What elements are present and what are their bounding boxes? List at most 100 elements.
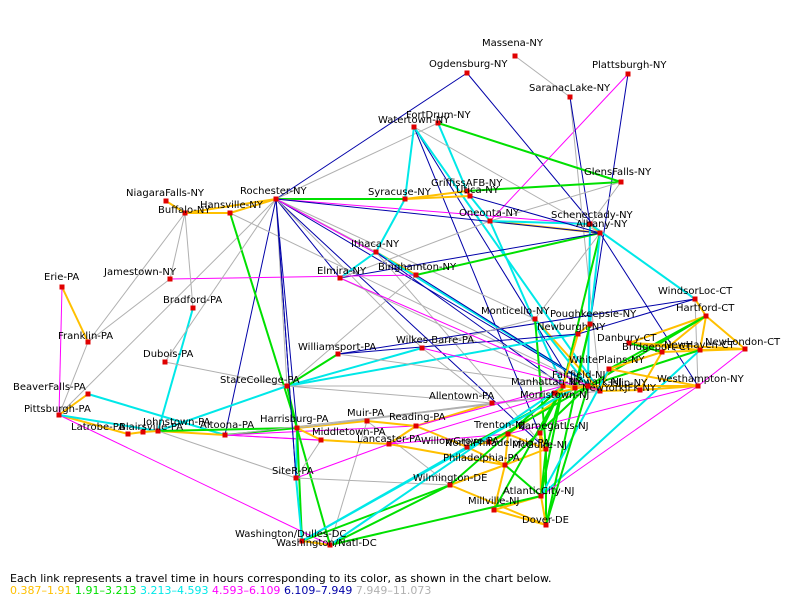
- node-oneonta[interactable]: Oneonta-NY: [459, 208, 520, 224]
- node-williamsport[interactable]: Williamsport-PA: [298, 342, 376, 357]
- node-statecollege[interactable]: StateCollege-PA: [220, 375, 300, 389]
- node-saranac[interactable]: SaranacLake-NY: [529, 83, 611, 100]
- node-bridgeport[interactable]: Bridgeport-CT: [622, 342, 693, 355]
- node-marker[interactable]: [637, 387, 643, 393]
- node-marker[interactable]: [487, 218, 493, 224]
- node-marker[interactable]: [464, 70, 470, 76]
- node-marker[interactable]: [59, 284, 65, 290]
- node-marker[interactable]: [56, 412, 62, 418]
- node-wilmington[interactable]: Wilmington-DE: [413, 473, 487, 488]
- node-marker[interactable]: [155, 428, 161, 434]
- node-lancaster[interactable]: Lancaster-PA: [357, 434, 421, 447]
- node-buffalo[interactable]: Buffalo-NY: [158, 205, 211, 216]
- node-nyc2[interactable]: Newark-NJ: [570, 377, 622, 391]
- node-marker[interactable]: [695, 383, 701, 389]
- node-marker[interactable]: [140, 429, 146, 435]
- node-altoona[interactable]: Altoona-PA: [200, 420, 254, 438]
- node-marker[interactable]: [167, 276, 173, 282]
- node-marker[interactable]: [692, 296, 698, 302]
- node-marker[interactable]: [587, 321, 593, 327]
- node-marker[interactable]: [597, 230, 603, 236]
- node-marker[interactable]: [512, 53, 518, 59]
- node-marker[interactable]: [537, 430, 543, 436]
- node-middletown[interactable]: Middletown-PA: [312, 427, 386, 443]
- node-massena[interactable]: Massena-NY: [482, 38, 544, 59]
- node-marker[interactable]: [489, 400, 495, 406]
- node-nyc1[interactable]: Manhattan-NY: [511, 377, 583, 389]
- node-mcguire[interactable]: McGuire-NJ: [512, 440, 567, 452]
- node-marker[interactable]: [464, 444, 470, 450]
- node-marker[interactable]: [284, 383, 290, 389]
- node-pittsburgh[interactable]: Pittsburgh-PA: [24, 404, 91, 418]
- node-marker[interactable]: [467, 193, 473, 199]
- node-marker[interactable]: [697, 347, 703, 353]
- node-barnegat[interactable]: BarnegatLs-NJ: [518, 421, 589, 436]
- node-danbury[interactable]: Danbury-CT: [597, 333, 657, 346]
- node-marker[interactable]: [618, 179, 624, 185]
- node-monticello[interactable]: Monticello-NY: [481, 306, 550, 322]
- node-latrobe[interactable]: Latrobe-PA: [71, 422, 131, 437]
- node-marker[interactable]: [293, 475, 299, 481]
- node-marker[interactable]: [364, 418, 370, 424]
- node-siter[interactable]: SiteR-PA: [272, 466, 314, 481]
- node-wilkesbarre[interactable]: Wilkes-Barre-PA: [396, 335, 474, 351]
- node-dubois[interactable]: Dubois-PA: [143, 349, 193, 365]
- node-nyc5[interactable]: Islip-NY: [610, 378, 648, 393]
- node-marker[interactable]: [190, 305, 196, 311]
- node-marker[interactable]: [411, 124, 417, 130]
- node-marker[interactable]: [163, 198, 169, 204]
- node-marker[interactable]: [585, 383, 591, 389]
- node-marker[interactable]: [335, 351, 341, 357]
- node-muir[interactable]: Muir-PA: [347, 408, 384, 424]
- node-utica[interactable]: Utica-NY: [456, 185, 500, 199]
- node-plattsburgh[interactable]: Plattsburgh-NY: [592, 60, 667, 77]
- node-natl[interactable]: Washington/Natl-DC: [276, 538, 377, 549]
- node-marker[interactable]: [413, 272, 419, 278]
- node-marker[interactable]: [227, 210, 233, 216]
- node-marker[interactable]: [85, 391, 91, 397]
- node-niagara[interactable]: NiagaraFalls-NY: [126, 188, 205, 204]
- node-willowgrove[interactable]: WillowGrove-PA: [421, 436, 499, 447]
- node-marker[interactable]: [659, 349, 665, 355]
- node-marker[interactable]: [464, 188, 470, 194]
- node-beaverfalls[interactable]: BeaverFalls-PA: [13, 382, 91, 397]
- node-windsorloc[interactable]: WindsorLoc-CT: [658, 286, 733, 302]
- node-griffiss[interactable]: GriffissAFB-NY: [431, 178, 503, 194]
- node-marker[interactable]: [532, 316, 538, 322]
- node-marker[interactable]: [386, 441, 392, 447]
- node-marker[interactable]: [606, 366, 612, 372]
- node-whiteplains[interactable]: WhitePlains-NY: [569, 355, 645, 372]
- node-marker[interactable]: [125, 431, 131, 437]
- node-blairsville[interactable]: Blairsville-PA: [119, 422, 183, 435]
- node-marker[interactable]: [543, 446, 549, 452]
- node-nyc3[interactable]: Fairfield-NJ: [552, 370, 605, 389]
- node-hansville[interactable]: Hansville-NY: [200, 200, 264, 216]
- node-erie[interactable]: Erie-PA: [44, 272, 79, 290]
- node-marker[interactable]: [327, 542, 333, 548]
- node-marker[interactable]: [491, 507, 497, 513]
- node-franklin[interactable]: Franklin-PA: [58, 331, 113, 345]
- node-nyc4[interactable]: Morristown-NJ: [520, 390, 589, 401]
- node-marker[interactable]: [742, 346, 748, 352]
- node-marker[interactable]: [597, 388, 603, 394]
- node-marker[interactable]: [703, 313, 709, 319]
- node-marker[interactable]: [373, 249, 379, 255]
- node-millville[interactable]: Millville-NJ: [468, 496, 519, 513]
- node-trenton[interactable]: Trenton-NJ: [473, 420, 525, 437]
- node-marker[interactable]: [273, 196, 279, 202]
- node-marker[interactable]: [222, 432, 228, 438]
- node-marker[interactable]: [625, 71, 631, 77]
- node-marker[interactable]: [318, 437, 324, 443]
- node-philadelphia[interactable]: Philadelphia-PA: [443, 453, 520, 468]
- node-jamestown[interactable]: Jamestown-NY: [103, 267, 177, 282]
- node-marker[interactable]: [182, 210, 188, 216]
- node-allentown[interactable]: Allentown-PA: [429, 391, 495, 406]
- node-reading[interactable]: Reading-PA: [389, 412, 446, 429]
- node-ithaca[interactable]: Ithaca-NY: [351, 239, 400, 255]
- node-johnstown[interactable]: Johnstown-PA: [142, 417, 211, 434]
- node-marker[interactable]: [567, 94, 573, 100]
- node-northphila[interactable]: NorthPhiladelphia-PA: [445, 438, 550, 450]
- node-ogdensburg[interactable]: Ogdensburg-NY: [429, 59, 508, 76]
- node-marker[interactable]: [294, 425, 300, 431]
- node-rochester[interactable]: Rochester-NY: [240, 186, 307, 202]
